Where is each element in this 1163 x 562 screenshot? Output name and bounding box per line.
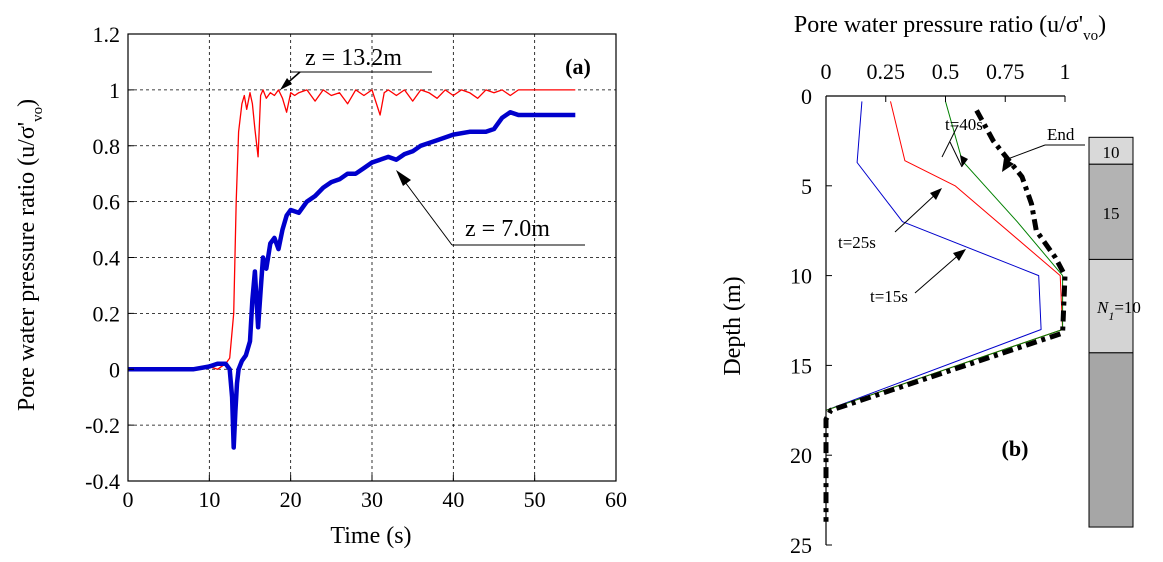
soil-layer-label: 15	[1103, 204, 1120, 223]
chart-a-tick-labels: 0 10 20 30 40 50 60 -0.4 -0.2 0 0.2 0.4 0.6 0.8 1 1.2	[85, 22, 627, 512]
y-tick-label: 25	[790, 533, 812, 557]
chart-a-y-axis-label: Pore water pressure ratio (u/σ'vo)	[14, 99, 46, 411]
x-tick-label: 40	[442, 487, 464, 512]
label-t15: t=15s	[870, 287, 908, 306]
x-tick-label: 10	[198, 487, 220, 512]
soil-layer	[1088, 258, 1134, 354]
soil-layer	[1088, 163, 1134, 260]
chart-a-x-axis-label: Time (s)	[330, 523, 411, 549]
x-tick-label: 0	[123, 487, 134, 512]
chart-a-series	[128, 89, 576, 450]
label-t25: t=25s	[838, 233, 876, 252]
profile-line-end	[823, 109, 1068, 522]
x-tick-label: 50	[524, 487, 546, 512]
annotation-z13-arrowhead	[280, 78, 292, 90]
y-tick-label: 15	[790, 353, 812, 378]
label-t40-arrowhead	[960, 155, 968, 167]
x-tick-label: 0.75	[986, 59, 1025, 84]
y-tick-label: 5	[801, 174, 812, 199]
soil-column: 10 15 N1=10	[1088, 136, 1141, 528]
chart-a-gridlines	[128, 34, 616, 481]
soil-layer	[1088, 352, 1134, 528]
y-tick-label: 0	[801, 84, 812, 109]
annotation-z13-label: z = 13.2m	[305, 45, 402, 71]
x-tick-label: 30	[361, 487, 383, 512]
y-tick-label: 0.2	[93, 301, 121, 326]
label-end-leader	[1004, 144, 1046, 161]
y-tick-label: -0.4	[85, 469, 120, 494]
y-tick-label: 1.2	[93, 22, 121, 47]
annotation-z7-arrow	[401, 177, 453, 246]
y-tick-label: 0.4	[93, 246, 121, 271]
y-tick-label: 0.6	[93, 190, 121, 215]
chart-b-panel-label: (b)	[1002, 436, 1029, 461]
soil-layer-label: N1=10	[1096, 298, 1141, 323]
chart-b: Pore water pressure ratio (u/σ'vo) 0 0.25…	[720, 12, 1141, 558]
x-tick-label: 0	[821, 59, 832, 84]
series-line-z7	[128, 109, 576, 450]
soil-layer-label: 10	[1103, 143, 1120, 162]
y-tick-label: 20	[790, 443, 812, 468]
x-tick-label: 20	[280, 487, 302, 512]
label-t40: t=40s	[945, 115, 983, 134]
label-t25-arrowhead	[930, 188, 942, 200]
label-end: End	[1047, 125, 1075, 144]
label-end-arrowhead	[1002, 158, 1014, 172]
annotation-z7-arrowhead	[396, 170, 411, 186]
y-tick-label: 0	[109, 357, 120, 382]
x-tick-label: 60	[605, 487, 627, 512]
label-t15-leader	[914, 251, 963, 294]
y-tick-label: 1	[109, 78, 120, 103]
chart-a: 0 10 20 30 40 50 60 -0.4 -0.2 0 0.2 0.4 0.6 0.8 1 1.2 T…	[14, 22, 627, 549]
y-tick-label: 10	[790, 264, 812, 289]
x-tick-label: 0.5	[932, 59, 960, 84]
chart-b-series	[823, 101, 1068, 522]
chart-b-x-axis-label: Pore water pressure ratio (u/σ'vo)	[794, 12, 1106, 44]
x-tick-label: 0.25	[867, 59, 906, 84]
series-line-z13	[128, 89, 576, 370]
label-t25-leader	[894, 191, 939, 233]
annotation-z7-label: z = 7.0m	[465, 216, 550, 242]
label-t40-leader	[941, 124, 959, 158]
y-tick-label: -0.2	[85, 413, 120, 438]
y-tick-label: 0.8	[93, 134, 121, 159]
chart-b-axes	[825, 95, 1065, 545]
chart-b-y-axis-label: Depth (m)	[720, 276, 746, 375]
label-t15-arrowhead	[953, 249, 966, 261]
chart-a-panel-label: (a)	[565, 54, 591, 79]
x-tick-label: 1	[1060, 59, 1071, 84]
label-t40-arrow	[949, 141, 963, 168]
